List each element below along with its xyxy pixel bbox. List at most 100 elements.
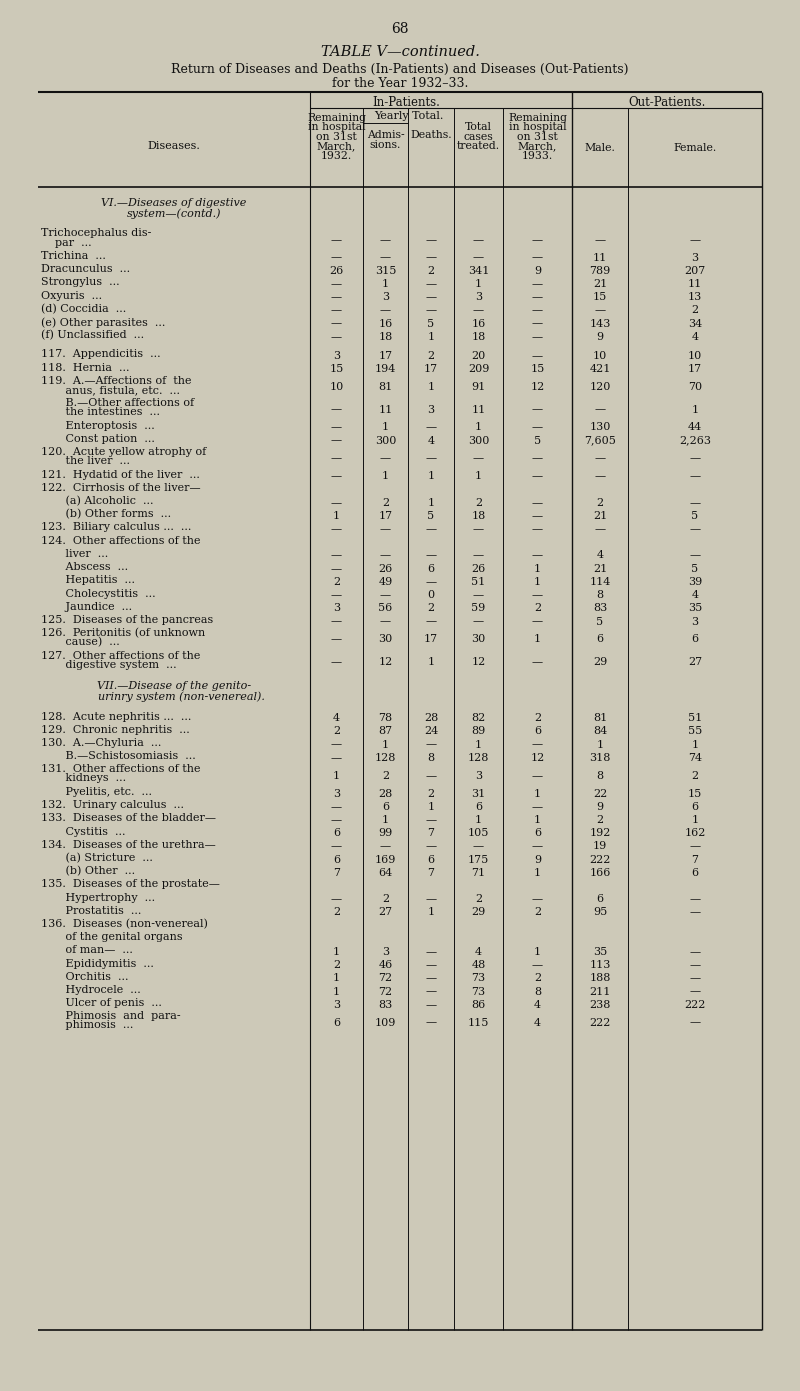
Text: 3: 3 <box>333 1000 340 1010</box>
Text: 1: 1 <box>475 423 482 433</box>
Text: 1: 1 <box>475 472 482 481</box>
Text: 2: 2 <box>597 815 603 825</box>
Text: —: — <box>690 974 701 983</box>
Text: 1: 1 <box>534 815 541 825</box>
Text: 30: 30 <box>471 634 486 644</box>
Text: —: — <box>594 405 606 415</box>
Text: 1: 1 <box>475 280 482 289</box>
Text: 1: 1 <box>534 868 541 878</box>
Text: 31: 31 <box>471 789 486 798</box>
Text: 7,605: 7,605 <box>584 435 616 445</box>
Text: 72: 72 <box>378 974 393 983</box>
Text: 3: 3 <box>333 604 340 613</box>
Text: 1: 1 <box>427 498 434 508</box>
Text: 26: 26 <box>378 563 393 573</box>
Text: 3: 3 <box>475 771 482 780</box>
Text: cause)  ...: cause) ... <box>41 637 120 647</box>
Text: —: — <box>426 292 437 302</box>
Text: 6: 6 <box>382 801 389 812</box>
Text: —: — <box>690 453 701 463</box>
Text: kidneys  ...: kidneys ... <box>41 773 126 783</box>
Text: 0: 0 <box>427 590 434 600</box>
Text: 3: 3 <box>333 789 340 798</box>
Text: 222: 222 <box>684 1000 706 1010</box>
Text: 6: 6 <box>691 634 698 644</box>
Text: 135.  Diseases of the prostate—: 135. Diseases of the prostate— <box>41 879 220 889</box>
Text: 2: 2 <box>427 789 434 798</box>
Text: Enteroptosis  ...: Enteroptosis ... <box>41 421 154 431</box>
Text: 128.  Acute nephritis ...  ...: 128. Acute nephritis ... ... <box>41 712 191 722</box>
Text: 9: 9 <box>597 801 603 812</box>
Text: 1: 1 <box>691 405 698 415</box>
Text: Abscess  ...: Abscess ... <box>41 562 128 572</box>
Text: 2: 2 <box>534 974 541 983</box>
Text: 6: 6 <box>427 563 434 573</box>
Text: 1: 1 <box>597 740 603 750</box>
Text: —: — <box>426 1018 437 1028</box>
Text: —: — <box>473 235 484 245</box>
Text: 3: 3 <box>333 351 340 362</box>
Text: of the genital organs: of the genital organs <box>41 932 182 942</box>
Text: 9: 9 <box>534 266 541 275</box>
Text: —: — <box>690 524 701 534</box>
Text: 30: 30 <box>378 634 393 644</box>
Text: 2: 2 <box>534 907 541 917</box>
Text: Return of Diseases and Deaths (In-Patients) and Diseases (Out-Patients): Return of Diseases and Deaths (In-Patien… <box>171 63 629 77</box>
Text: —: — <box>380 453 391 463</box>
Text: 136.  Diseases (non-venereal): 136. Diseases (non-venereal) <box>41 919 208 929</box>
Text: 421: 421 <box>590 364 610 374</box>
Text: —: — <box>690 907 701 917</box>
Text: —: — <box>473 590 484 600</box>
Text: 7: 7 <box>427 828 434 839</box>
Text: Total: Total <box>465 122 492 132</box>
Text: 4: 4 <box>691 590 698 600</box>
Text: —: — <box>473 253 484 263</box>
Text: 194: 194 <box>375 364 396 374</box>
Text: 6: 6 <box>333 828 340 839</box>
Text: —: — <box>532 253 543 263</box>
Text: 4: 4 <box>333 714 340 723</box>
Text: 10: 10 <box>593 351 607 362</box>
Text: —: — <box>331 634 342 644</box>
Text: 11: 11 <box>471 405 486 415</box>
Text: 1: 1 <box>534 563 541 573</box>
Text: Female.: Female. <box>674 143 717 153</box>
Text: 81: 81 <box>593 714 607 723</box>
Text: 51: 51 <box>471 577 486 587</box>
Text: —: — <box>594 235 606 245</box>
Text: 2: 2 <box>691 306 698 316</box>
Text: on 31st: on 31st <box>316 132 357 142</box>
Text: on 31st: on 31st <box>517 132 558 142</box>
Text: 1: 1 <box>691 740 698 750</box>
Text: —: — <box>331 253 342 263</box>
Text: Deaths.: Deaths. <box>410 129 452 140</box>
Text: 129.  Chronic nephritis  ...: 129. Chronic nephritis ... <box>41 725 190 734</box>
Text: 11: 11 <box>378 405 393 415</box>
Text: Phimosis  and  para-: Phimosis and para- <box>41 1011 181 1021</box>
Text: 2: 2 <box>333 960 340 970</box>
Text: anus, fistula, etc.  ...: anus, fistula, etc. ... <box>41 385 180 395</box>
Text: —: — <box>532 319 543 328</box>
Text: 1: 1 <box>333 771 340 780</box>
Text: 114: 114 <box>590 577 610 587</box>
Text: 130.  A.—Chyluria  ...: 130. A.—Chyluria ... <box>41 739 162 748</box>
Text: —: — <box>331 435 342 445</box>
Text: 35: 35 <box>688 604 702 613</box>
Text: —: — <box>331 657 342 666</box>
Text: of man—  ...: of man— ... <box>41 946 133 956</box>
Text: 78: 78 <box>378 714 393 723</box>
Text: 1932.: 1932. <box>321 152 352 161</box>
Text: —: — <box>594 453 606 463</box>
Text: 175: 175 <box>468 854 489 864</box>
Text: 117.  Appendicitis  ...: 117. Appendicitis ... <box>41 349 161 359</box>
Text: 4: 4 <box>597 551 603 561</box>
Text: 82: 82 <box>471 714 486 723</box>
Text: 64: 64 <box>378 868 393 878</box>
Text: 12: 12 <box>530 383 545 392</box>
Text: 127.  Other affections of the: 127. Other affections of the <box>41 651 200 661</box>
Text: —: — <box>473 616 484 626</box>
Text: —: — <box>331 524 342 534</box>
Text: 128: 128 <box>375 753 396 762</box>
Text: —: — <box>331 332 342 342</box>
Text: —: — <box>426 453 437 463</box>
